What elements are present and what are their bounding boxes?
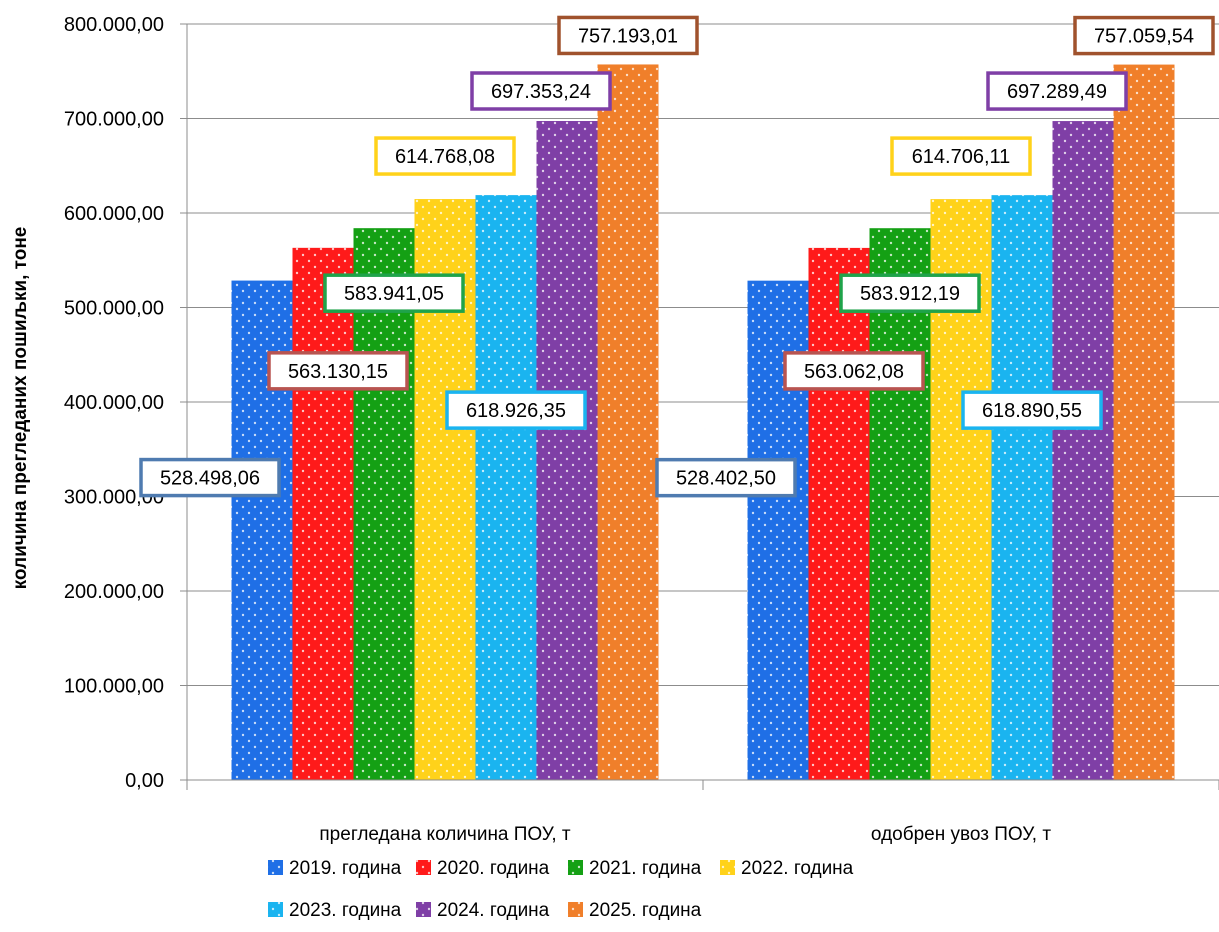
data-label-box — [890, 136, 1032, 176]
data-label-box — [139, 457, 281, 498]
y-tick-label: 200.000,00 — [64, 581, 164, 603]
data-label-text: 618.926,35 — [466, 400, 566, 422]
data-label-box — [1073, 15, 1215, 56]
data-label-2-1: 563.130,15 — [267, 351, 409, 391]
y-tick-label: 100.000,00 — [64, 676, 164, 698]
data-label-text: 757.059,54 — [1094, 26, 1194, 48]
legend-label: 2025. година — [589, 900, 702, 921]
legend-item-5: 2023. година — [268, 900, 402, 921]
legend-item-6: 2024. година — [416, 900, 550, 921]
data-label-box — [470, 71, 612, 111]
x-category-label: прегледана количина ПОУ, т — [319, 824, 571, 845]
y-tick-label: 800.000,00 — [64, 14, 164, 36]
data-label-7-2: 757.059,54 — [1073, 15, 1215, 56]
legend-swatch — [268, 860, 283, 875]
data-label-text: 697.289,49 — [1007, 81, 1107, 103]
y-tick-label: 0,00 — [125, 770, 164, 792]
legend-label: 2022. година — [741, 858, 854, 879]
legend-item-7: 2025. година — [568, 900, 702, 921]
y-tick-label: 500.000,00 — [64, 298, 164, 320]
data-label-3-1: 583.941,05 — [323, 273, 465, 313]
data-label-text: 563.062,08 — [804, 361, 904, 383]
bar-7-1 — [597, 64, 659, 780]
bar-5-2 — [991, 195, 1053, 780]
x-axis-categories: прегледана количина ПОУ, т одобрен увоз П… — [319, 824, 1051, 845]
legend-swatch — [268, 902, 283, 917]
legend-swatch — [416, 902, 431, 917]
legend-swatch — [568, 902, 583, 917]
data-label-text: 697.353,24 — [491, 81, 591, 103]
bar-3-1 — [353, 228, 415, 780]
bar-6-1 — [536, 121, 598, 780]
legend-item-1: 2019. година — [268, 858, 402, 879]
legend-label: 2021. година — [589, 858, 702, 879]
x-category-label: одобрен увоз ПОУ, т — [871, 824, 1051, 845]
data-label-4-2: 614.706,11 — [890, 136, 1032, 176]
data-label-3-2: 583.912,19 — [839, 273, 981, 313]
legend-label: 2024. година — [437, 900, 550, 921]
bar-7-2 — [1113, 64, 1175, 780]
y-tick-label: 600.000,00 — [64, 203, 164, 225]
data-label-box — [655, 457, 797, 498]
data-label-text: 757.193,01 — [578, 25, 678, 47]
y-tick-label: 400.000,00 — [64, 392, 164, 414]
data-labels: 528.498,06 563.130,15 583.941,05 614.768,08… — [139, 15, 1215, 498]
data-label-box — [374, 136, 516, 176]
data-label-6-2: 697.289,49 — [986, 71, 1128, 111]
data-label-text: 614.768,08 — [395, 146, 495, 168]
legend-label: 2023. година — [289, 900, 402, 921]
legend-swatch — [720, 860, 735, 875]
data-label-text: 528.402,50 — [676, 468, 776, 490]
data-label-2-2: 563.062,08 — [783, 351, 925, 391]
legend: 2019. година 2020. година 2021. година 2022… — [268, 858, 854, 921]
legend-item-3: 2021. година — [568, 858, 702, 879]
bar-5-1 — [475, 195, 537, 780]
legend-label: 2019. година — [289, 858, 402, 879]
legend-swatch — [568, 860, 583, 875]
y-axis-ticks: 0,00 100.000,00 200.000,00 300.000,00 400.00… — [64, 14, 187, 792]
data-label-text: 583.912,19 — [860, 283, 960, 305]
legend-label: 2020. година — [437, 858, 550, 879]
data-label-7-1: 757.193,01 — [557, 15, 699, 56]
y-tick-label: 700.000,00 — [64, 109, 164, 131]
data-label-box — [783, 351, 925, 391]
data-label-4-1: 614.768,08 — [374, 136, 516, 176]
data-label-6-1: 697.353,24 — [470, 71, 612, 111]
bar-2-2 — [808, 247, 870, 780]
data-label-text: 583.941,05 — [344, 283, 444, 305]
data-label-text: 528.498,06 — [160, 468, 260, 490]
legend-swatch — [416, 860, 431, 875]
legend-item-4: 2022. година — [720, 858, 854, 879]
data-label-box — [986, 71, 1128, 111]
bar-3-2 — [869, 228, 931, 780]
legend-item-2: 2020. година — [416, 858, 550, 879]
data-label-1-2: 528.402,50 — [655, 457, 797, 498]
data-label-text: 563.130,15 — [288, 361, 388, 383]
bar-2-1 — [292, 247, 354, 780]
data-label-box — [445, 390, 587, 430]
data-label-text: 614.706,11 — [912, 146, 1011, 168]
data-label-box — [557, 15, 699, 56]
data-label-box — [267, 351, 409, 391]
data-label-box — [839, 273, 981, 313]
data-label-text: 618.890,55 — [982, 400, 1082, 422]
y-tick-label: 300.000,00 — [64, 487, 164, 509]
data-label-5-1: 618.926,35 — [445, 390, 587, 430]
data-label-box — [323, 273, 465, 313]
bar-6-2 — [1052, 121, 1114, 781]
data-label-5-2: 618.890,55 — [961, 390, 1103, 430]
data-label-1-1: 528.498,06 — [139, 457, 281, 498]
y-axis-label: количина прегледаних пошиљки, тоне — [10, 227, 31, 590]
data-label-box — [961, 390, 1103, 430]
axes — [186, 24, 1219, 790]
